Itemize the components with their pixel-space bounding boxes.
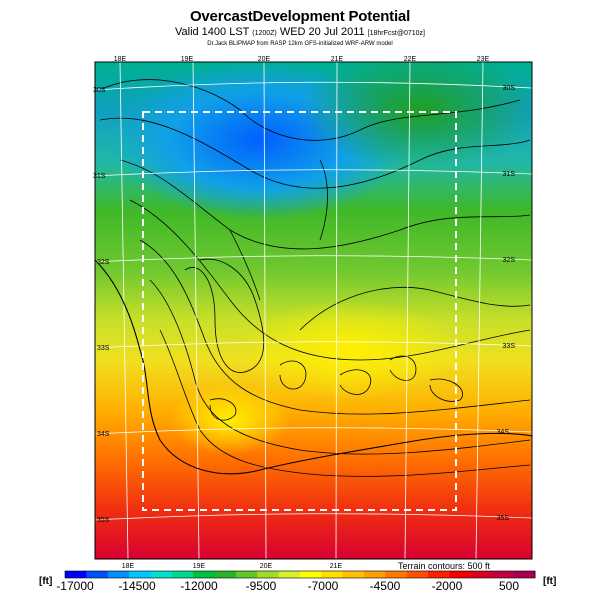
inner-domain-box [142, 111, 457, 511]
map-title: OvercastDevelopment Potential [189, 8, 411, 25]
lon-label-top: 18E [114, 56, 127, 63]
colorbar-swatch [65, 571, 87, 578]
model-credit: Dr.Jack BLIPMAP from RASP 12km GFS-initi… [207, 41, 393, 47]
colorbar [64, 570, 536, 579]
colorbar-swatch [492, 571, 515, 578]
terrain-contour-note: Terrain contours: 500 ft [398, 561, 491, 571]
green-region [300, 62, 532, 170]
lon-labels-bottom: 18E 19E 20E 21E [122, 563, 343, 570]
lon-label-top: 19E [181, 56, 194, 63]
lat-labels-right: 30S 31S 32S 33S 34S 35S [497, 85, 516, 522]
latlon-grid [95, 62, 532, 559]
lon-labels-top: 18E 19E 20E 21E 22E 23E [114, 56, 490, 63]
colorbar-frame [64, 570, 536, 579]
coastline [95, 259, 532, 475]
forecast-date: WED 20 Jul 2011 [279, 26, 365, 38]
colorbar-label: -7000 [307, 579, 339, 593]
colorbar-swatch [364, 571, 386, 578]
yellow-region-2 [170, 385, 290, 455]
colorbar-swatch [214, 571, 237, 578]
colorbar-swatch [129, 571, 151, 578]
lon-label-bottom: 19E [193, 563, 206, 570]
colorbar-swatch [449, 571, 472, 578]
lon-label-bottom: 18E [122, 563, 135, 570]
colorbar-swatch [235, 571, 258, 578]
lat-label-right: 32S [503, 257, 516, 264]
colorbar-swatch [278, 571, 301, 578]
colorbar-label: -4500 [369, 579, 401, 593]
colorbar-unit-left: [ft] [39, 576, 53, 587]
lon-label-bottom: 21E [330, 563, 343, 570]
colorbar-unit-right: [ft] [543, 576, 557, 587]
colorbar-swatch [321, 571, 344, 578]
colorbar-swatch [171, 571, 194, 578]
utc-time: (1200Z) [252, 30, 277, 37]
colorbar-swatch [342, 571, 365, 578]
lon-label-top: 22E [404, 56, 417, 63]
map-subtitle: Valid 1400 LST (1200Z) WED 20 Jul 2011 [… [0, 26, 600, 38]
lat-label-left: 31S [93, 173, 106, 180]
colorbar-label: -17000 [56, 579, 94, 593]
colorbar-swatch [86, 571, 109, 578]
map-frame [94, 61, 533, 560]
colorbar-swatch [406, 571, 429, 578]
colorbar-swatch [470, 571, 493, 578]
lat-label-left: 33S [97, 345, 110, 352]
colorbar-swatch [428, 571, 451, 578]
colorbar-label: -9500 [245, 579, 277, 593]
colorbar-swatch [150, 571, 173, 578]
lat-label-left: 35S [97, 517, 110, 524]
colorbar-swatch [193, 571, 216, 578]
lat-label-right: 30S [503, 85, 516, 92]
colorbar-swatch [257, 571, 280, 578]
lat-label-left: 30S [93, 87, 106, 94]
lat-label-left: 32S [97, 259, 110, 266]
lon-label-top: 21E [331, 56, 344, 63]
terrain-contours [99, 79, 531, 477]
valid-time: Valid 1400 LST [174, 26, 250, 38]
yellow-region [240, 300, 460, 400]
lon-label-top: 20E [258, 56, 271, 63]
lat-label-right: 35S [497, 515, 510, 522]
lat-label-left: 34S [97, 431, 110, 438]
colorbar-label: -14500 [118, 579, 156, 593]
colorbar-swatch [107, 571, 130, 578]
map-field [95, 62, 532, 559]
colorbar-label: 500 [498, 579, 520, 593]
colorbar-swatch [513, 571, 536, 578]
lat-label-right: 31S [503, 171, 516, 178]
lon-label-bottom: 20E [260, 563, 273, 570]
lat-label-right: 34S [497, 429, 510, 436]
colorbar-swatch [385, 571, 408, 578]
colorbar-swatch [300, 571, 322, 578]
lon-label-top: 23E [477, 56, 490, 63]
colorbar-label: -12000 [180, 579, 218, 593]
forecast-run: [18hrFcst@0710z] [367, 30, 425, 37]
lat-label-right: 33S [503, 343, 516, 350]
lat-labels-left: 30S 31S 32S 33S 34S 35S [93, 87, 110, 524]
colorbar-label: -2000 [431, 579, 463, 593]
